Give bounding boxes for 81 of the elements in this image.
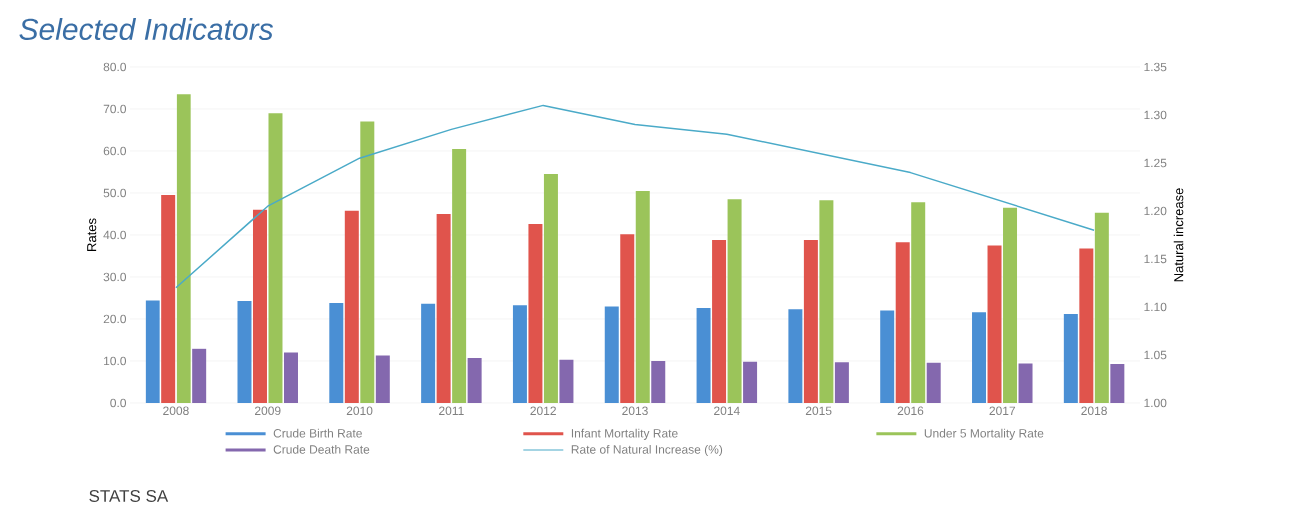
- bar: [1003, 207, 1018, 403]
- bar: [283, 352, 298, 403]
- bar: [1110, 363, 1125, 403]
- x-tick-label: 2013: [622, 406, 648, 416]
- x-tick-label: 2009: [254, 406, 281, 416]
- bar: [329, 303, 344, 403]
- bar: [604, 306, 619, 403]
- y-tick-label: 40.0: [103, 230, 127, 240]
- bar: [436, 213, 451, 403]
- x-tick-label: 2011: [439, 406, 464, 416]
- bar: [512, 305, 527, 403]
- y-tick-label: 70.0: [103, 104, 127, 114]
- bar: [467, 358, 482, 403]
- bar: [834, 362, 849, 403]
- chart-title: Selected Indicators: [19, 17, 274, 41]
- x-tick-label: 2015: [805, 406, 832, 416]
- y-tick-label: 50.0: [103, 188, 127, 198]
- y2-tick-label: 1.30: [1144, 110, 1167, 120]
- bar: [803, 240, 818, 403]
- x-tick-label: 2016: [897, 406, 924, 416]
- legend-label: Under 5 Mortality Rate: [924, 428, 1044, 440]
- bar: [176, 94, 191, 403]
- legend-label: Infant Mortality Rate: [571, 428, 678, 440]
- y-tick-label: 10.0: [104, 356, 127, 366]
- bar: [880, 310, 895, 403]
- bar: [620, 234, 635, 403]
- y-tick-label: 0.0: [110, 398, 127, 408]
- bar: [452, 148, 467, 403]
- text: STATS SA: [89, 489, 169, 503]
- x-tick-label: 2018: [1081, 406, 1107, 416]
- legend-label: Crude Birth Rate: [273, 428, 362, 438]
- bar: [268, 113, 283, 403]
- bar: [788, 309, 803, 403]
- y2-tick-label: 1.00: [1144, 398, 1167, 408]
- x-tick-label: 2008: [163, 406, 189, 416]
- bar: [161, 195, 176, 403]
- bar: [360, 121, 375, 403]
- bar: [635, 190, 650, 403]
- bar: [1079, 248, 1094, 403]
- bar: [972, 312, 987, 403]
- y2-tick-label: 1.10: [1144, 302, 1167, 312]
- x-tick-label: 2014: [714, 406, 740, 416]
- bar: [819, 200, 834, 403]
- bar: [696, 308, 711, 403]
- bar: [727, 199, 742, 403]
- bar: [895, 242, 910, 403]
- bar: [743, 361, 758, 403]
- bar: [559, 359, 574, 403]
- bar: [237, 300, 252, 403]
- bar: [543, 174, 558, 403]
- bar: [1094, 212, 1109, 403]
- bar: [528, 224, 543, 403]
- bar: [252, 209, 267, 403]
- bar: [192, 348, 207, 403]
- bar: [651, 360, 666, 403]
- bar: [145, 300, 160, 403]
- y2-tick-label: 1.20: [1144, 206, 1167, 216]
- y2-tick-label: 1.15: [1144, 254, 1167, 264]
- y-tick-label: 20.0: [103, 314, 127, 324]
- bar: [375, 355, 390, 403]
- x-tick-label: 2010: [346, 406, 373, 416]
- bar: [987, 245, 1002, 403]
- y2-tick-label: 1.05: [1144, 350, 1167, 360]
- bar: [344, 210, 359, 403]
- bar: [421, 303, 436, 403]
- bar: [1018, 363, 1033, 403]
- x-tick-label: 2012: [530, 406, 556, 416]
- bar: [911, 202, 926, 403]
- y2-axis-title: Natural increase: [1173, 188, 1184, 282]
- y2-tick-label: 1.25: [1144, 158, 1167, 168]
- bar: [712, 240, 727, 403]
- legend-label: Rate of Natural Increase (%): [571, 444, 723, 457]
- x-tick-label: 2017: [989, 406, 1016, 416]
- y-tick-label: 30.0: [103, 272, 127, 282]
- y-tick-label: 80.0: [103, 62, 127, 72]
- y-axis-title: Rates: [87, 218, 97, 251]
- legend-label: Crude Death Rate: [273, 444, 370, 454]
- bar: [1063, 313, 1078, 403]
- y-tick-label: 60.0: [103, 146, 127, 156]
- y2-tick-label: 1.35: [1144, 62, 1167, 72]
- bar: [926, 362, 941, 403]
